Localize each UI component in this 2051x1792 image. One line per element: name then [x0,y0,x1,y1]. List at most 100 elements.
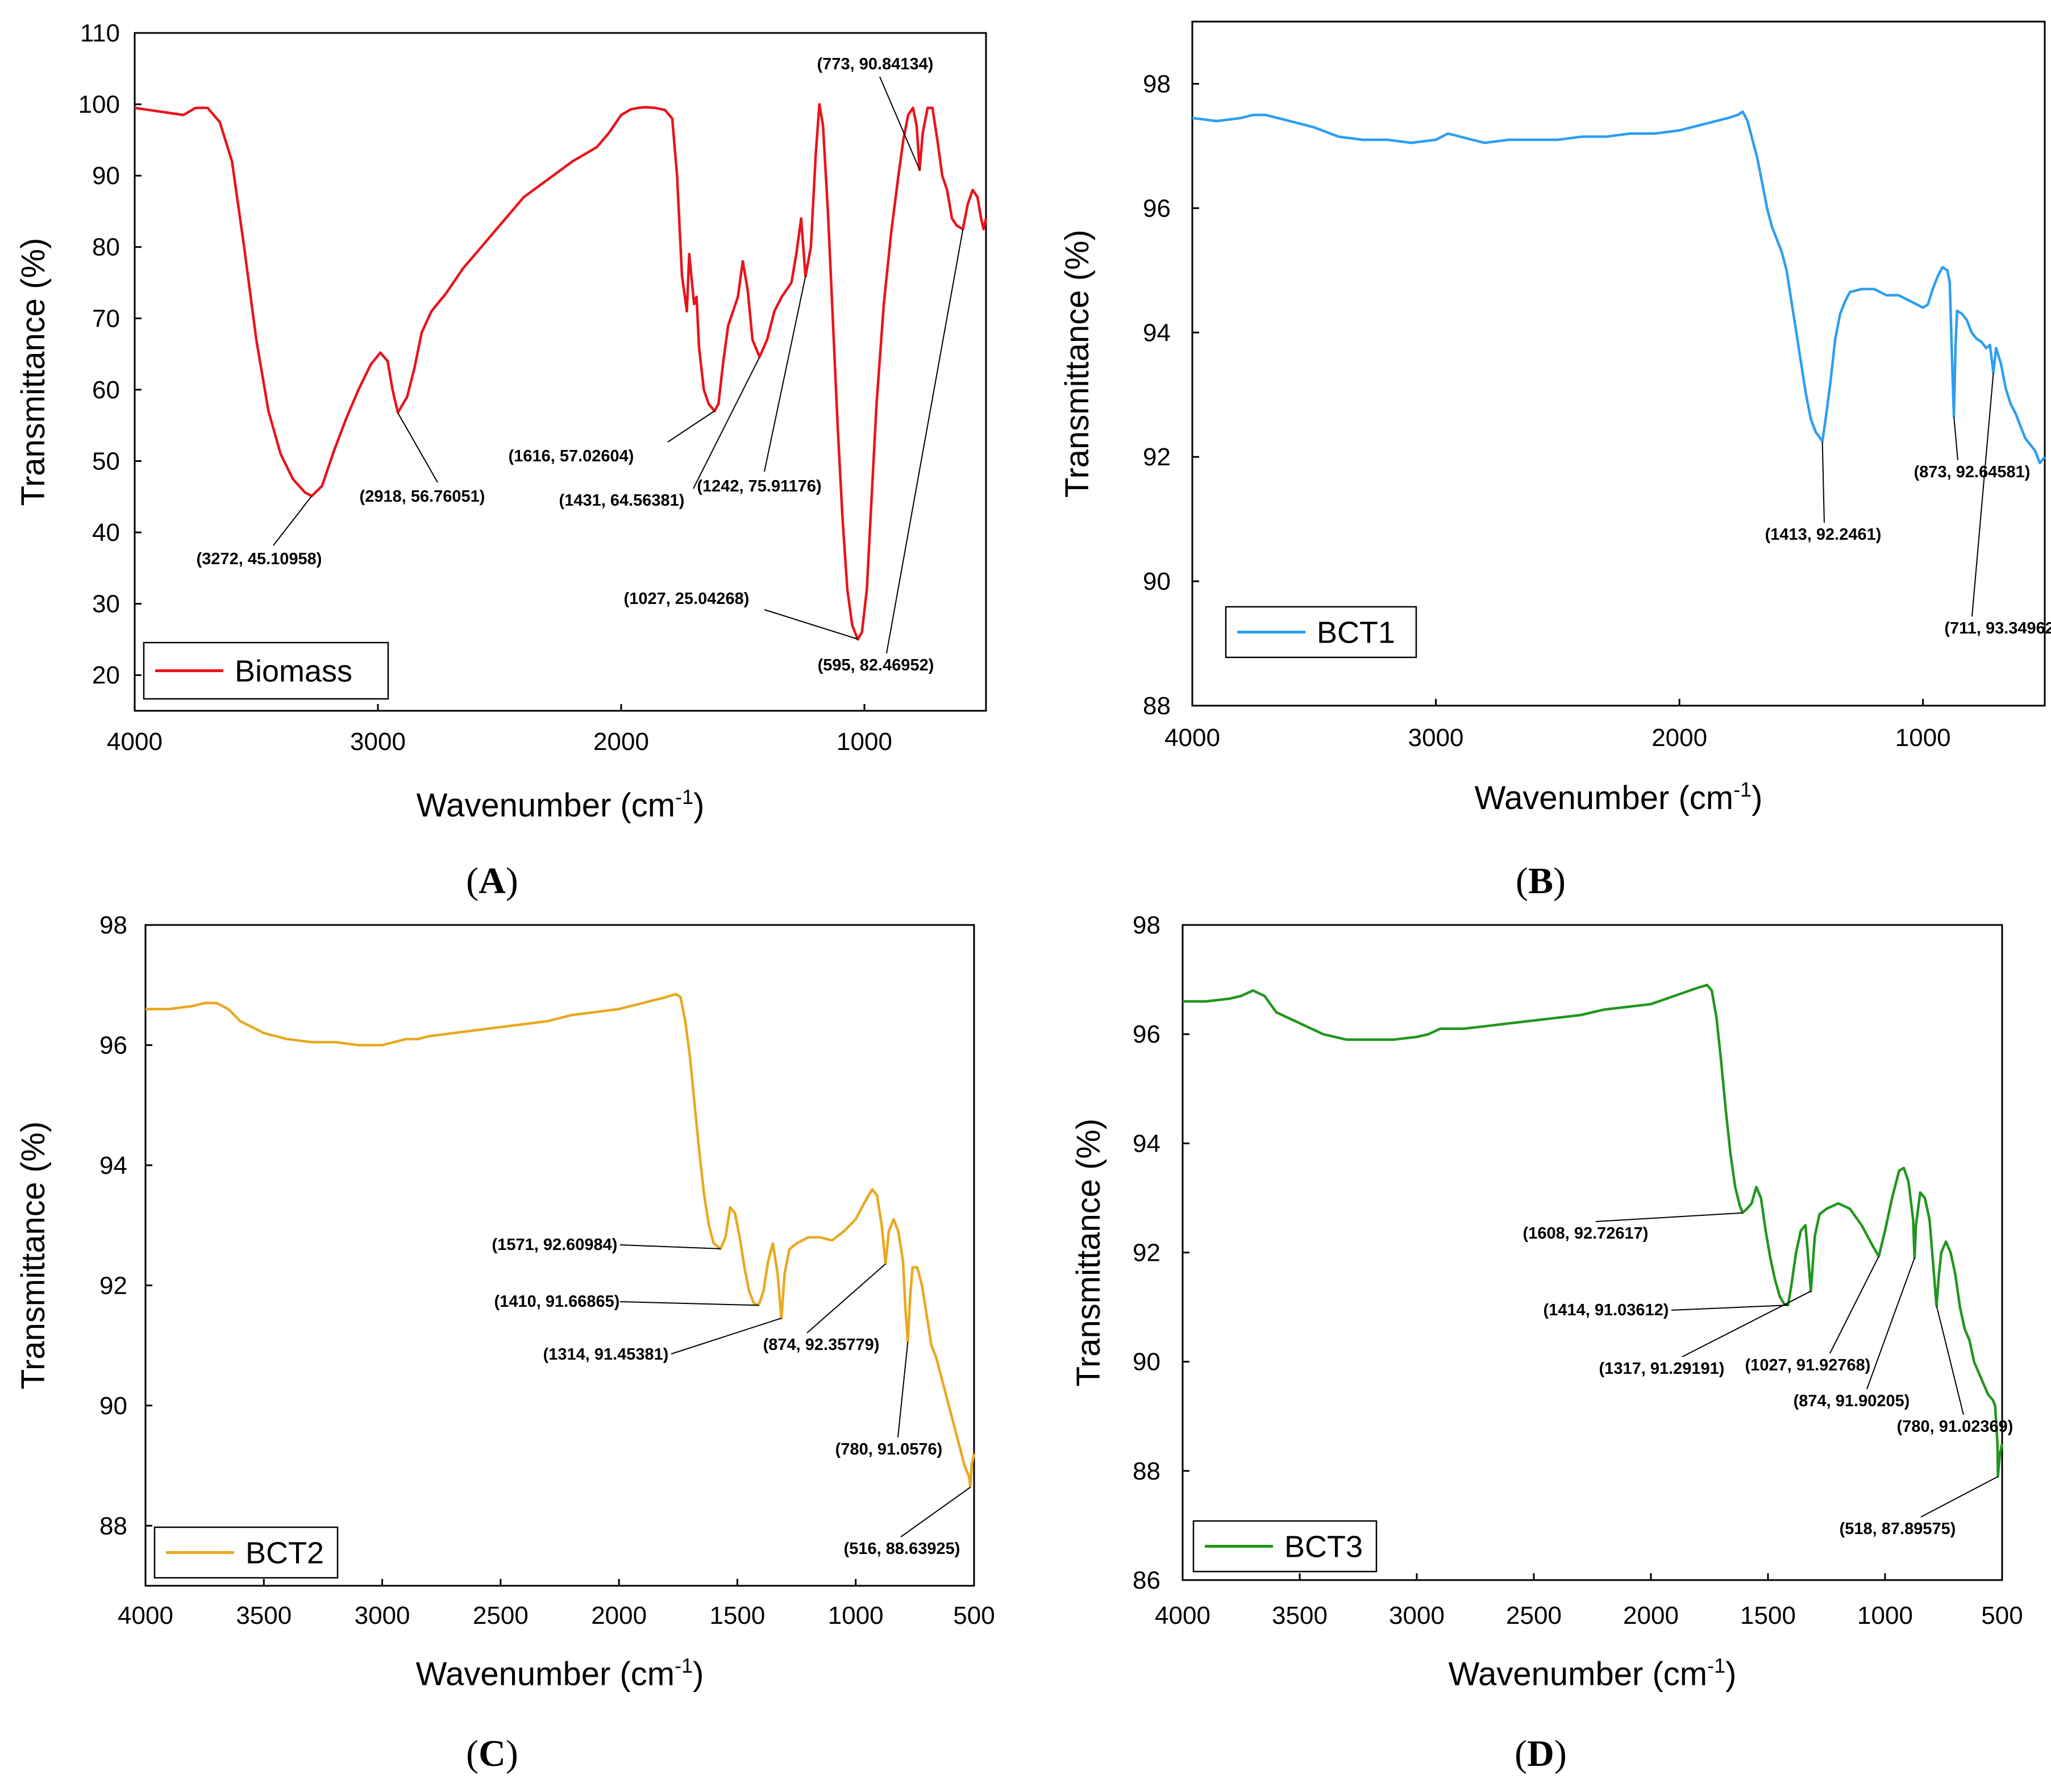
y-tick-label: 92 [99,1272,127,1299]
x-tick-label: 500 [953,1602,995,1630]
annotation-label: (1414, 91.03612) [1544,1301,1669,1319]
chart-panel-c: 88 90 92 94 96 98 4000 3500 3000 2500 2000 1500 1000… [15,911,995,1774]
annotation-label: (874, 92.35779) [763,1336,880,1354]
y-tick-label: 98 [1143,70,1171,98]
annotation-label: (780, 91.02369) [1897,1418,2013,1436]
plot-frame [144,924,975,1587]
annotation-label: (1413, 92.2461) [1765,526,1882,544]
y-tick-label: 88 [1133,1457,1160,1485]
y-tick-label: 94 [99,1152,127,1180]
annotation-label: (2918, 56.76051) [360,487,485,506]
x-tick-label: 2000 [593,728,649,756]
x-tick-label: 2500 [1506,1602,1562,1630]
y-tick-label: 92 [1133,1239,1160,1267]
x-tick-label: 2500 [473,1602,529,1630]
annotation-leader [900,1486,971,1537]
series-line-bct1 [1192,110,2046,465]
annotation-label: (1242, 75.91176) [697,477,821,495]
y-tick-label: 80 [92,234,120,261]
y-axis-label: Transmittance (%) [1059,230,1096,498]
x-axis-label: Wavenumber (cm-1) [1475,778,1763,816]
annotation-label: (773, 90.84134) [817,55,934,73]
annotation-label: (873, 92.64581) [1914,463,2031,481]
x-tick-label: 1000 [828,1602,884,1630]
y-tick-label: 88 [99,1512,127,1540]
y-tick-label: 98 [1133,911,1160,939]
y-tick-label: 96 [1133,1020,1160,1048]
x-tick-label: 2000 [591,1602,647,1630]
y-tick-label: 70 [92,305,120,332]
chart-panel-d: 86 88 90 92 94 96 98 4000 3500 3000 2500 2000 1500 10… [1070,911,2023,1774]
annotation-leader [806,1263,886,1333]
x-tick-label: 3000 [355,1602,410,1630]
annotation-label: (516, 88.63925) [844,1540,960,1558]
chart-panel-a: 20 30 40 50 60 70 80 90 100 110 4000 3000 2000 1000 (3… [15,19,988,902]
y-tick-label: 86 [1133,1566,1160,1594]
y-tick-label: 50 [92,447,120,475]
panel-label: (A) [466,860,518,902]
panel-label: (D) [1515,1733,1567,1774]
y-tick-label: 94 [1143,319,1171,347]
annotation-leader [897,1341,909,1438]
x-tick-label: 4000 [1155,1602,1210,1630]
legend-label: BCT1 [1317,616,1395,650]
annotation-leader [1866,1257,1915,1390]
plot-frame [1191,20,2046,707]
annotation-leader [764,276,806,472]
x-axis-label: Wavenumber (cm-1) [416,1654,704,1693]
y-tick-label: 90 [99,1392,127,1420]
panel-label: (C) [466,1733,518,1774]
x-tick-label: 500 [1981,1602,2023,1630]
y-tick-label: 90 [1133,1348,1160,1376]
x-tick-label: 3500 [1272,1602,1328,1630]
y-tick-label: 92 [1143,443,1171,471]
y-tick-label: 90 [1143,568,1171,595]
annotation-label: (518, 87.89575) [1840,1520,1956,1538]
legend-label: BCT3 [1284,1530,1363,1564]
y-tick-label: 94 [1133,1130,1160,1157]
annotation-leader [1821,441,1825,523]
annotation-leader [1936,1306,1964,1415]
annotation-leader [764,609,858,640]
chart-panel-b: 88 90 92 94 96 98 4000 3000 2000 1000 (1413, 92.24… [1059,20,2051,902]
x-tick-label: 3000 [1389,1602,1445,1630]
annotation-leader [619,1244,721,1249]
x-tick-label: 1000 [1857,1602,1913,1630]
x-tick-label: 2000 [1651,724,1707,752]
annotation-label: (1027, 25.04268) [624,590,750,608]
annotation-leader [397,412,438,483]
y-tick-label: 88 [1143,692,1171,720]
annotation-leader [693,357,760,489]
y-tick-label: 96 [1143,194,1171,222]
annotation-label: (1616, 57.02604) [509,447,634,465]
x-tick-label: 4000 [1164,724,1220,752]
annotation-leader [1920,1476,1999,1518]
annotation-leader [1595,1212,1743,1222]
x-tick-label: 1000 [1895,724,1951,752]
annotation-leader [1682,1290,1811,1357]
y-tick-label: 96 [99,1031,127,1059]
y-tick-label: 60 [92,376,120,404]
y-tick-label: 40 [92,519,120,547]
annotation-leader [1671,1305,1788,1311]
annotation-label: (1317, 91.29191) [1599,1360,1725,1378]
annotation-leader [886,229,964,654]
annotation-leader [879,76,921,170]
annotation-leader [1971,373,1994,617]
y-axis-label: Transmittance (%) [1070,1119,1107,1387]
annotation-label: (780, 91.0576) [835,1440,943,1458]
x-tick-label: 1000 [837,728,892,756]
plot-frame [134,32,987,712]
x-tick-label: 1500 [709,1602,765,1630]
x-tick-label: 4000 [118,1602,173,1630]
annotation-label: (1608, 92.72617) [1523,1224,1649,1243]
annotation-leader [1829,1256,1879,1354]
annotation-label: (874, 91.90205) [1794,1392,1910,1410]
y-axis-label: Transmittance (%) [15,1122,52,1390]
y-tick-label: 20 [92,661,120,689]
annotation-leader [671,1318,782,1355]
x-tick-label: 1500 [1740,1602,1796,1630]
series-line-bct2 [145,993,976,1489]
annotation-leader [273,495,313,546]
